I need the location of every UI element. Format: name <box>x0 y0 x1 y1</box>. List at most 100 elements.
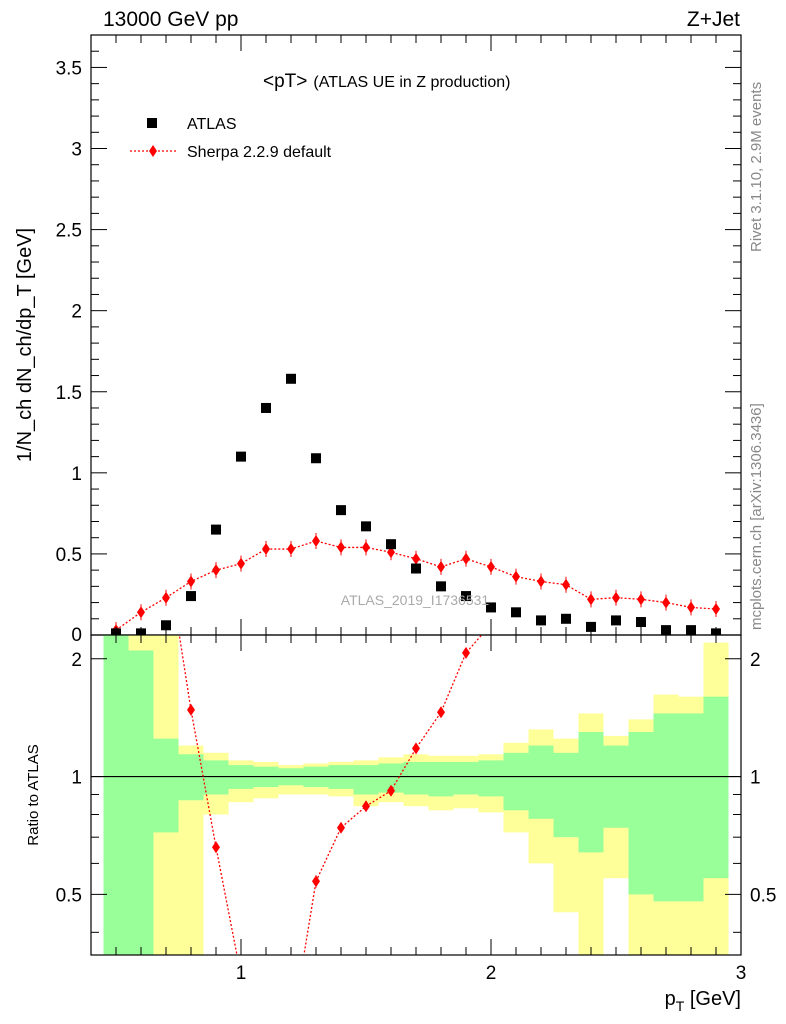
atlas-point <box>511 607 521 618</box>
atlas-point <box>411 563 421 574</box>
sherpa-point <box>487 560 495 573</box>
band-inner-bin <box>653 713 679 902</box>
atlas-point <box>311 453 321 464</box>
sherpa-point <box>412 552 420 565</box>
ratio-panel: 1 2 3 0.5 0.5 1 1 2 2 pT [GeV] Ratio to ATLAS <box>25 544 776 1014</box>
atlas-point <box>636 617 646 628</box>
main-ytick-label: 0 <box>71 625 82 646</box>
main-ytick-label: 1 <box>71 464 82 485</box>
main-ytick-label: 0.5 <box>56 545 82 566</box>
main-ytick-label: 3.5 <box>56 58 82 79</box>
x-axis-label: pT [GeV] <box>665 988 741 1014</box>
sherpa-point <box>687 601 695 614</box>
main-ytick-label: 1.5 <box>56 383 82 404</box>
atlas-point <box>386 539 396 550</box>
sherpa-point <box>212 564 220 577</box>
x-axis-label-sub: T <box>676 998 685 1014</box>
plot-title-sub: (ATLAS UE in Z production) <box>313 74 510 91</box>
atlas-point <box>211 524 221 535</box>
ratio-point <box>387 784 395 797</box>
atlas-point <box>261 402 271 413</box>
ratio-y-axis-label: Ratio to ATLAS <box>25 744 42 845</box>
ratio-xtick-label: 2 <box>486 963 497 984</box>
main-ytick-label: 2.5 <box>56 221 82 242</box>
band-inner-bin <box>628 731 654 895</box>
ratio-point <box>212 841 220 854</box>
sherpa-point <box>587 593 595 606</box>
band-inner-bin <box>128 650 154 955</box>
plot-title-main: <pT> <box>263 71 307 92</box>
atlas-point <box>361 521 371 532</box>
band-inner-bin <box>478 760 504 797</box>
analysis-watermark: ATLAS_2019_I1736531 <box>341 592 490 608</box>
sherpa-point <box>637 593 645 606</box>
atlas-point <box>611 615 621 626</box>
ratio-ytick-label: 1 <box>71 768 82 789</box>
band-inner-bin <box>703 696 729 879</box>
band-inner-bin <box>578 731 604 853</box>
plot-title: <pT> (ATLAS UE in Z production) <box>263 71 510 92</box>
sherpa-point <box>662 596 670 609</box>
sherpa-point <box>137 606 145 619</box>
band-inner-bin <box>353 765 379 795</box>
y-axis-label: 1/N_ch dN_ch/dp_T [GeV] <box>14 228 36 462</box>
sherpa-point <box>362 541 370 554</box>
atlas-point <box>586 621 596 632</box>
ratio-point <box>362 800 370 813</box>
ratio-ytick-label-right: 0.5 <box>750 885 776 906</box>
atlas-point <box>461 591 471 602</box>
sherpa-point <box>712 603 720 616</box>
atlas-point <box>536 615 546 626</box>
legend-atlas-label: ATLAS <box>187 116 237 133</box>
atlas-point <box>336 505 346 516</box>
band-inner-bin <box>103 635 129 955</box>
atlas-point <box>436 581 446 592</box>
main-ytick-label: 3 <box>71 140 82 161</box>
sherpa-point <box>237 557 245 570</box>
sherpa-point <box>387 546 395 559</box>
sherpa-point <box>187 575 195 588</box>
ratio-xtick-label: 3 <box>736 963 747 984</box>
x-axis-label-unit: [GeV] <box>684 988 741 1010</box>
band-inner-bin <box>503 752 529 811</box>
legend-atlas-marker <box>147 118 157 128</box>
ratio-xtick-label: 1 <box>236 963 247 984</box>
band-inner-bin <box>153 738 179 833</box>
sherpa-point <box>287 543 295 556</box>
band-inner-bin <box>403 761 429 795</box>
main-ytick-label: 2 <box>71 302 82 323</box>
band-inner-bin <box>178 754 204 801</box>
ratio-series-group <box>162 544 483 955</box>
band-inner-bin <box>428 761 454 797</box>
ratio-ytick-label: 0.5 <box>56 885 82 906</box>
main-panel: ATLAS_2019_I1736531 <pT> (ATLAS UE in Z pr… <box>14 34 742 646</box>
sherpa-point <box>162 591 170 604</box>
sherpa-point <box>262 543 270 556</box>
sherpa-point <box>562 578 570 591</box>
ratio-point <box>337 821 345 834</box>
band-inner-bin <box>528 745 554 819</box>
atlas-point <box>286 373 296 384</box>
atlas-point <box>561 613 571 624</box>
atlas-point <box>486 602 496 613</box>
sherpa-point <box>312 534 320 547</box>
ratio-point <box>187 703 195 716</box>
header-right-label: Z+Jet <box>686 8 740 31</box>
atlas-point <box>186 591 196 602</box>
ratio-point <box>162 544 170 556</box>
legend-sherpa-marker <box>149 145 157 157</box>
sherpa-point <box>437 560 445 573</box>
band-inner-bin <box>678 713 704 902</box>
ratio-ytick-label-right: 1 <box>750 768 761 789</box>
band-inner-bin <box>203 760 229 795</box>
sherpa-point <box>512 570 520 583</box>
x-axis-label-main: p <box>665 988 676 1010</box>
band-inner-bin <box>453 761 479 795</box>
sherpa-point <box>462 552 470 565</box>
band-inner-bin <box>553 752 579 838</box>
band-inner-bin <box>603 745 629 828</box>
uncertainty-bands <box>103 635 729 955</box>
header-left-label: 13000 GeV pp <box>103 8 239 31</box>
ratio-point <box>412 742 420 755</box>
